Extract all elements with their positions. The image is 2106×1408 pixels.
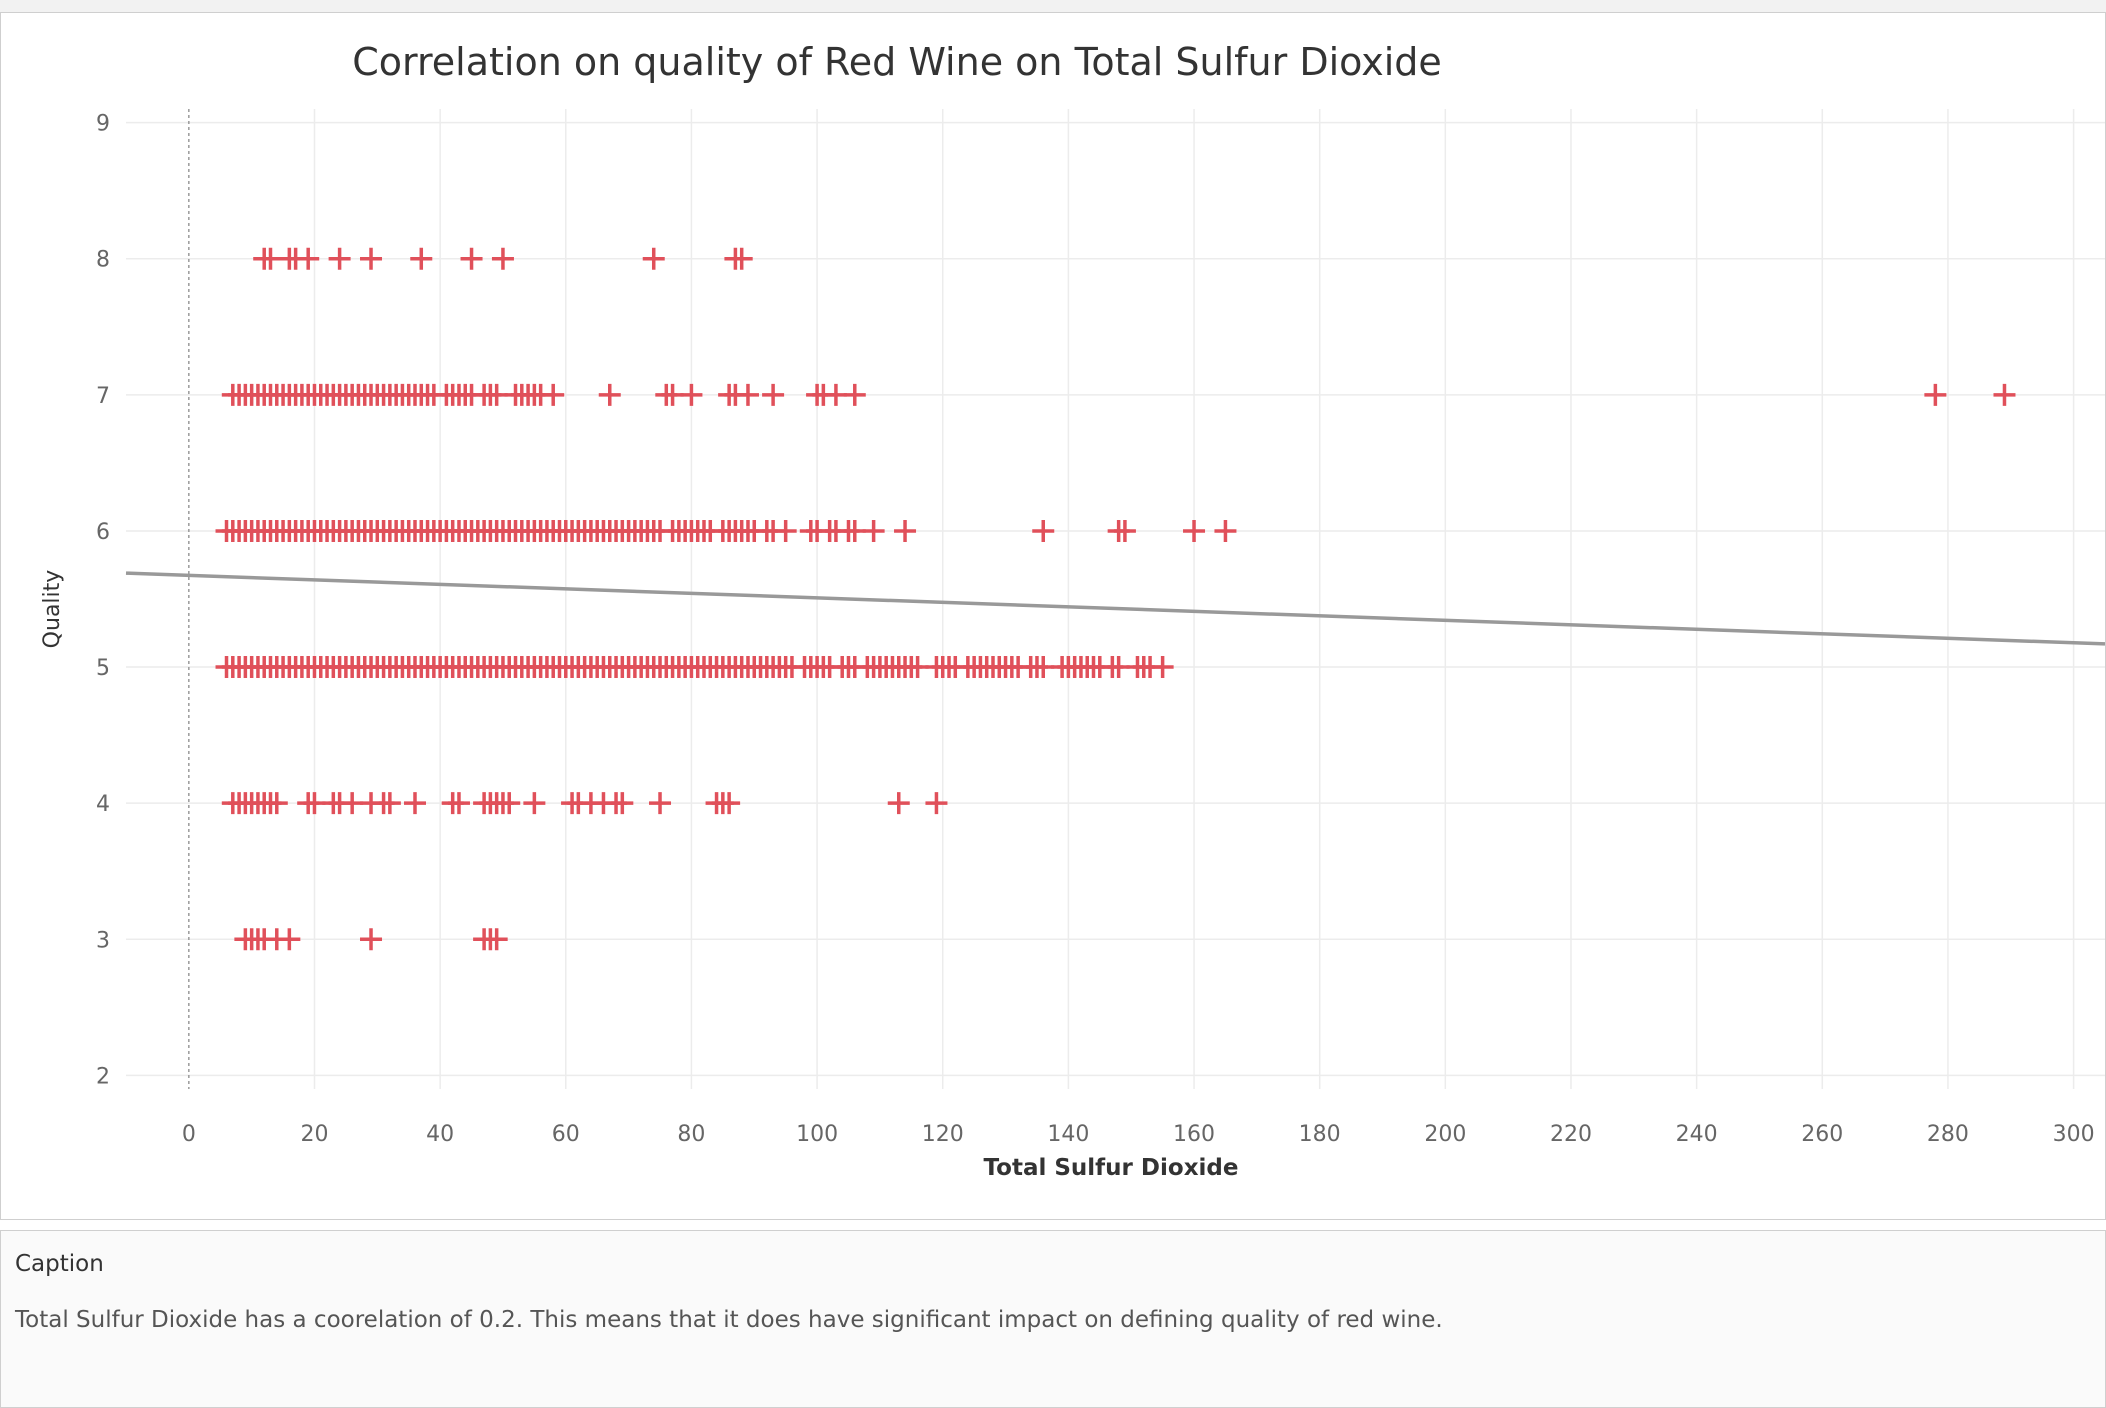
scatter-plot: Correlation on quality of Red Wine on To…	[40, 40, 2105, 1181]
x-tick-label: 20	[300, 1122, 328, 1147]
y-tick-label: 8	[96, 248, 110, 273]
x-tick-label: 120	[922, 1122, 964, 1147]
y-tick-label: 6	[96, 520, 110, 545]
data-point	[894, 519, 917, 542]
data-point	[1993, 383, 2016, 406]
data-point	[265, 792, 288, 815]
caption-title: Caption	[15, 1251, 104, 1277]
data-point	[843, 383, 866, 406]
data-point	[718, 792, 741, 815]
chart-panel: Correlation on quality of Red Wine on To…	[0, 12, 2106, 1220]
data-point	[1183, 519, 1206, 542]
data-point	[925, 792, 948, 815]
x-axis-ticks: 0 20 40 60 80 100 120 140 160 180 200 220 240 260 280 3…	[182, 1122, 2095, 1147]
data-point	[378, 792, 401, 815]
data-point	[1107, 656, 1130, 679]
data-point	[278, 928, 301, 951]
data-point	[523, 792, 546, 815]
data-point	[906, 656, 929, 679]
data-point	[491, 247, 514, 270]
trend-line-group	[125, 571, 2105, 646]
x-tick-label: 180	[1299, 1122, 1341, 1147]
y-tick-label: 2	[96, 1064, 110, 1089]
data-point	[403, 792, 426, 815]
data-point	[1032, 656, 1055, 679]
data-point	[259, 247, 282, 270]
data-point	[1214, 519, 1237, 542]
data-point	[642, 247, 665, 270]
x-tick-label: 220	[1550, 1122, 1592, 1147]
x-axis-title: Total Sulfur Dioxide	[984, 1155, 1239, 1181]
x-tick-label: 240	[1676, 1122, 1718, 1147]
y-axis-title: Quality	[40, 570, 65, 649]
data-point	[303, 792, 326, 815]
data-point	[1924, 383, 1947, 406]
trend-line	[125, 571, 2105, 646]
y-tick-label: 5	[96, 656, 110, 681]
x-tick-label: 40	[426, 1122, 454, 1147]
data-point	[460, 247, 483, 270]
data-point	[774, 519, 797, 542]
data-point	[887, 792, 910, 815]
x-tick-label: 100	[796, 1122, 838, 1147]
data-point	[736, 383, 759, 406]
data-point	[485, 928, 508, 951]
x-tick-label: 200	[1424, 1122, 1466, 1147]
y-tick-label: 7	[96, 384, 110, 409]
data-point	[447, 792, 470, 815]
data-point	[661, 383, 684, 406]
data-marks	[215, 247, 2016, 951]
x-tick-label: 260	[1801, 1122, 1843, 1147]
data-point	[730, 247, 753, 270]
caption-panel: Caption Total Sulfur Dioxide has a coore…	[0, 1230, 2106, 1408]
data-point	[542, 383, 565, 406]
chart-title: Correlation on quality of Red Wine on To…	[352, 40, 1442, 84]
data-point	[649, 792, 672, 815]
data-point	[1032, 519, 1055, 542]
data-point	[341, 792, 364, 815]
x-tick-label: 160	[1173, 1122, 1215, 1147]
gridlines	[126, 109, 2105, 1089]
data-point	[598, 383, 621, 406]
y-tick-label: 9	[96, 112, 110, 137]
data-point	[360, 247, 383, 270]
y-tick-label: 3	[96, 928, 110, 953]
data-point	[1113, 519, 1136, 542]
data-point	[498, 792, 521, 815]
data-point	[297, 247, 320, 270]
y-axis-ticks: 2 3 4 5 6 7 8 9	[96, 112, 110, 1090]
data-point	[328, 247, 351, 270]
data-point	[485, 383, 508, 406]
data-point	[1151, 656, 1174, 679]
x-tick-label: 60	[552, 1122, 580, 1147]
data-point	[611, 792, 634, 815]
caption-text: Total Sulfur Dioxide has a coorelation o…	[15, 1307, 1443, 1333]
data-point	[410, 247, 433, 270]
data-point	[680, 383, 703, 406]
data-point	[762, 383, 785, 406]
data-point	[824, 383, 847, 406]
data-point	[843, 519, 866, 542]
data-point	[862, 519, 885, 542]
y-tick-label: 4	[96, 792, 110, 817]
x-tick-label: 0	[182, 1122, 196, 1147]
x-tick-label: 300	[2053, 1122, 2095, 1147]
x-tick-label: 80	[677, 1122, 705, 1147]
x-tick-label: 140	[1047, 1122, 1089, 1147]
x-tick-label: 280	[1927, 1122, 1969, 1147]
data-point	[360, 928, 383, 951]
